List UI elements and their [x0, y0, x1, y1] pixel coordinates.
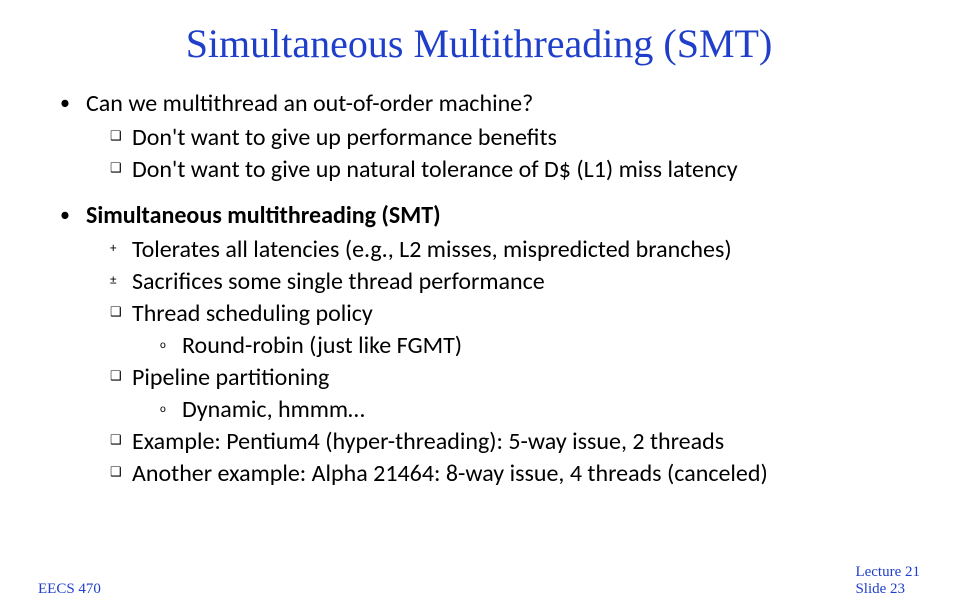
- bullet-square-icon: ❑: [110, 363, 132, 391]
- bullet-smt-sub1: + Tolerates all latencies (e.g., L2 miss…: [110, 235, 918, 265]
- footer-lecture: Lecture 21: [855, 564, 920, 581]
- footer-slide: Slide 23: [855, 581, 920, 598]
- slide-title: Simultaneous Multithreading (SMT): [40, 20, 918, 67]
- bullet-square-icon: ❑: [110, 123, 132, 151]
- bullet-circ-icon: o: [160, 331, 182, 359]
- bullet-circ-icon: o: [160, 395, 182, 423]
- bullet-smt-sub5: ❑ Example: Pentium4 (hyper-threading): 5…: [110, 427, 918, 457]
- bullet-square-icon: ❑: [110, 155, 132, 183]
- bullet-smt: • Simultaneous multithreading (SMT): [60, 201, 918, 231]
- slide: Simultaneous Multithreading (SMT) • Can …: [0, 0, 958, 612]
- bullet-dot-icon: •: [60, 89, 86, 117]
- bullet-smt-sub4a: o Dynamic, hmmm…: [160, 395, 918, 425]
- bullet-q1: • Can we multithread an out-of-order mac…: [60, 89, 918, 119]
- bullet-plus-icon: +: [110, 235, 132, 263]
- bullet-square-icon: ❑: [110, 299, 132, 327]
- bullet-smt-sub2-text: Sacrifices some single thread performanc…: [132, 267, 545, 297]
- bullet-smt-sub2: ± Sacrifices some single thread performa…: [110, 267, 918, 297]
- bullet-dot-icon: •: [60, 201, 86, 229]
- bullet-square-icon: ❑: [110, 459, 132, 487]
- bullet-q1-sub2-text: Don't want to give up natural tolerance …: [132, 155, 738, 185]
- footer-right: Lecture 21 Slide 23: [855, 564, 920, 599]
- bullet-smt-sub3a: o Round-robin (just like FGMT): [160, 331, 918, 361]
- bullet-smt-text: Simultaneous multithreading (SMT): [86, 201, 441, 231]
- bullet-smt-sub6: ❑ Another example: Alpha 21464: 8-way is…: [110, 459, 918, 489]
- bullet-pm-icon: ±: [110, 267, 132, 295]
- bullet-smt-sub3-text: Thread scheduling policy: [132, 299, 373, 329]
- bullet-q1-sub1-text: Don't want to give up performance benefi…: [132, 123, 557, 153]
- bullet-q1-sub2: ❑ Don't want to give up natural toleranc…: [110, 155, 918, 185]
- bullet-smt-sub4-text: Pipeline partitioning: [132, 363, 329, 393]
- bullet-square-icon: ❑: [110, 427, 132, 455]
- bullet-smt-sub3: ❑ Thread scheduling policy: [110, 299, 918, 329]
- bullet-smt-sub6-text: Another example: Alpha 21464: 8-way issu…: [132, 459, 768, 489]
- footer-course: EECS 470: [38, 581, 101, 598]
- bullet-q1-text: Can we multithread an out-of-order machi…: [86, 89, 533, 119]
- bullet-smt-sub4: ❑ Pipeline partitioning: [110, 363, 918, 393]
- bullet-q1-sub1: ❑ Don't want to give up performance bene…: [110, 123, 918, 153]
- bullet-smt-sub5-text: Example: Pentium4 (hyper-threading): 5-w…: [132, 427, 724, 457]
- bullet-smt-sub3a-text: Round-robin (just like FGMT): [182, 331, 462, 361]
- bullet-smt-sub4a-text: Dynamic, hmmm…: [182, 395, 365, 425]
- bullet-smt-sub1-text: Tolerates all latencies (e.g., L2 misses…: [132, 235, 732, 265]
